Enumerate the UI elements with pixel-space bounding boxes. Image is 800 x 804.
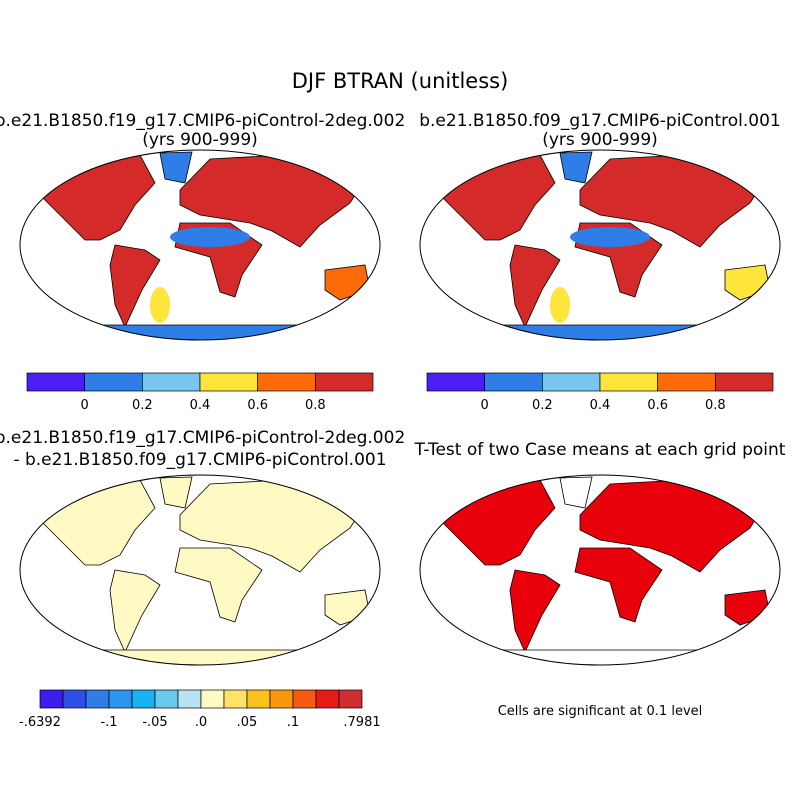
colorbar-box: [85, 689, 110, 709]
panel-title: b.e21.B1850.f19_g17.CMIP6-piControl-2deg…: [0, 428, 405, 448]
panel-note: Cells are significant at 0.1 level: [498, 704, 703, 719]
landmass: [509, 569, 561, 653]
colorbar-label: -.1: [100, 715, 117, 730]
colorbar-label: .05: [237, 715, 258, 730]
colorbar-box: [39, 689, 64, 709]
landmass: [324, 264, 371, 301]
colorbar-label: 0.6: [647, 398, 668, 413]
dry-region: [150, 287, 170, 323]
colorbar-label: 0.4: [190, 398, 211, 413]
colorbar-box: [292, 689, 317, 709]
map-border: [19, 149, 381, 341]
colorbar-box: [714, 372, 774, 392]
panel-title: (yrs 900-999): [542, 130, 658, 150]
colorbar-label: 0.4: [590, 398, 611, 413]
colorbar-box: [314, 372, 374, 392]
map-land: [420, 476, 780, 665]
colorbar-label: 0.8: [305, 398, 326, 413]
landmass: [559, 476, 593, 509]
colorbar-label: .7981: [343, 715, 380, 730]
colorbar-label: 0.2: [532, 398, 553, 413]
colorbar-box: [154, 689, 179, 709]
colorbar-box: [338, 689, 363, 709]
colorbar-box: [141, 372, 201, 392]
map-land: [20, 476, 380, 665]
panel-title: - b.e21.B1850.f09_g17.CMIP6-piControl.00…: [13, 450, 386, 470]
colorbar-box: [541, 372, 601, 392]
colorbar-box: [26, 372, 86, 392]
dry-region: [550, 287, 570, 323]
dry-region: [570, 227, 650, 247]
figure-title: DJF BTRAN (unitless): [292, 69, 509, 93]
dry-region: [170, 227, 250, 247]
landmass: [724, 589, 771, 626]
colorbar-box: [108, 689, 133, 709]
colorbar-label: -.6392: [19, 715, 61, 730]
colorbar-box: [426, 372, 486, 392]
map-border: [419, 149, 781, 341]
map-land: [420, 151, 780, 340]
colorbar-box: [200, 689, 225, 709]
colorbar-box: [223, 689, 248, 709]
colorbar-label: .0: [195, 715, 207, 730]
map-border: [419, 474, 781, 666]
colorbar-box: [315, 689, 340, 709]
landmass: [109, 569, 161, 653]
map-land: [20, 151, 380, 340]
landmass: [724, 264, 771, 301]
landmass: [559, 151, 593, 184]
landmass: [574, 547, 663, 623]
colorbar-label: 0.2: [132, 398, 153, 413]
colorbar-label: 0: [81, 398, 89, 413]
colorbar-box: [257, 372, 316, 392]
colorbar-label: .1: [287, 715, 299, 730]
landmass: [109, 244, 161, 328]
colorbar-box: [246, 689, 271, 709]
panel-title: (yrs 900-999): [142, 130, 258, 150]
land-wrap: [20, 151, 380, 340]
land-wrap: [20, 476, 380, 665]
colorbar-box: [657, 372, 716, 392]
colorbar-label: 0.6: [247, 398, 268, 413]
colorbar-box: [199, 372, 259, 392]
colorbar-box: [131, 689, 156, 709]
colorbar-box: [177, 689, 202, 709]
panel-title: b.e21.B1850.f19_g17.CMIP6-piControl-2deg…: [0, 111, 405, 131]
landmass: [159, 476, 193, 509]
landmass: [509, 244, 561, 328]
landmass: [174, 547, 263, 623]
colorbar-label: 0.8: [705, 398, 726, 413]
landmass: [324, 589, 371, 626]
map-border: [19, 474, 381, 666]
colorbar-label: 0: [481, 398, 489, 413]
colorbar-label: -.05: [142, 715, 167, 730]
colorbar-box: [62, 689, 87, 709]
colorbar-box: [84, 372, 143, 392]
colorbar-box: [484, 372, 543, 392]
panel-title: T-Test of two Case means at each grid po…: [414, 440, 786, 460]
land-wrap: [420, 476, 780, 665]
land-wrap: [420, 151, 780, 340]
landmass: [159, 151, 193, 184]
colorbar-box: [269, 689, 294, 709]
colorbar-box: [599, 372, 659, 392]
panel-title: b.e21.B1850.f09_g17.CMIP6-piControl.001: [419, 111, 781, 131]
